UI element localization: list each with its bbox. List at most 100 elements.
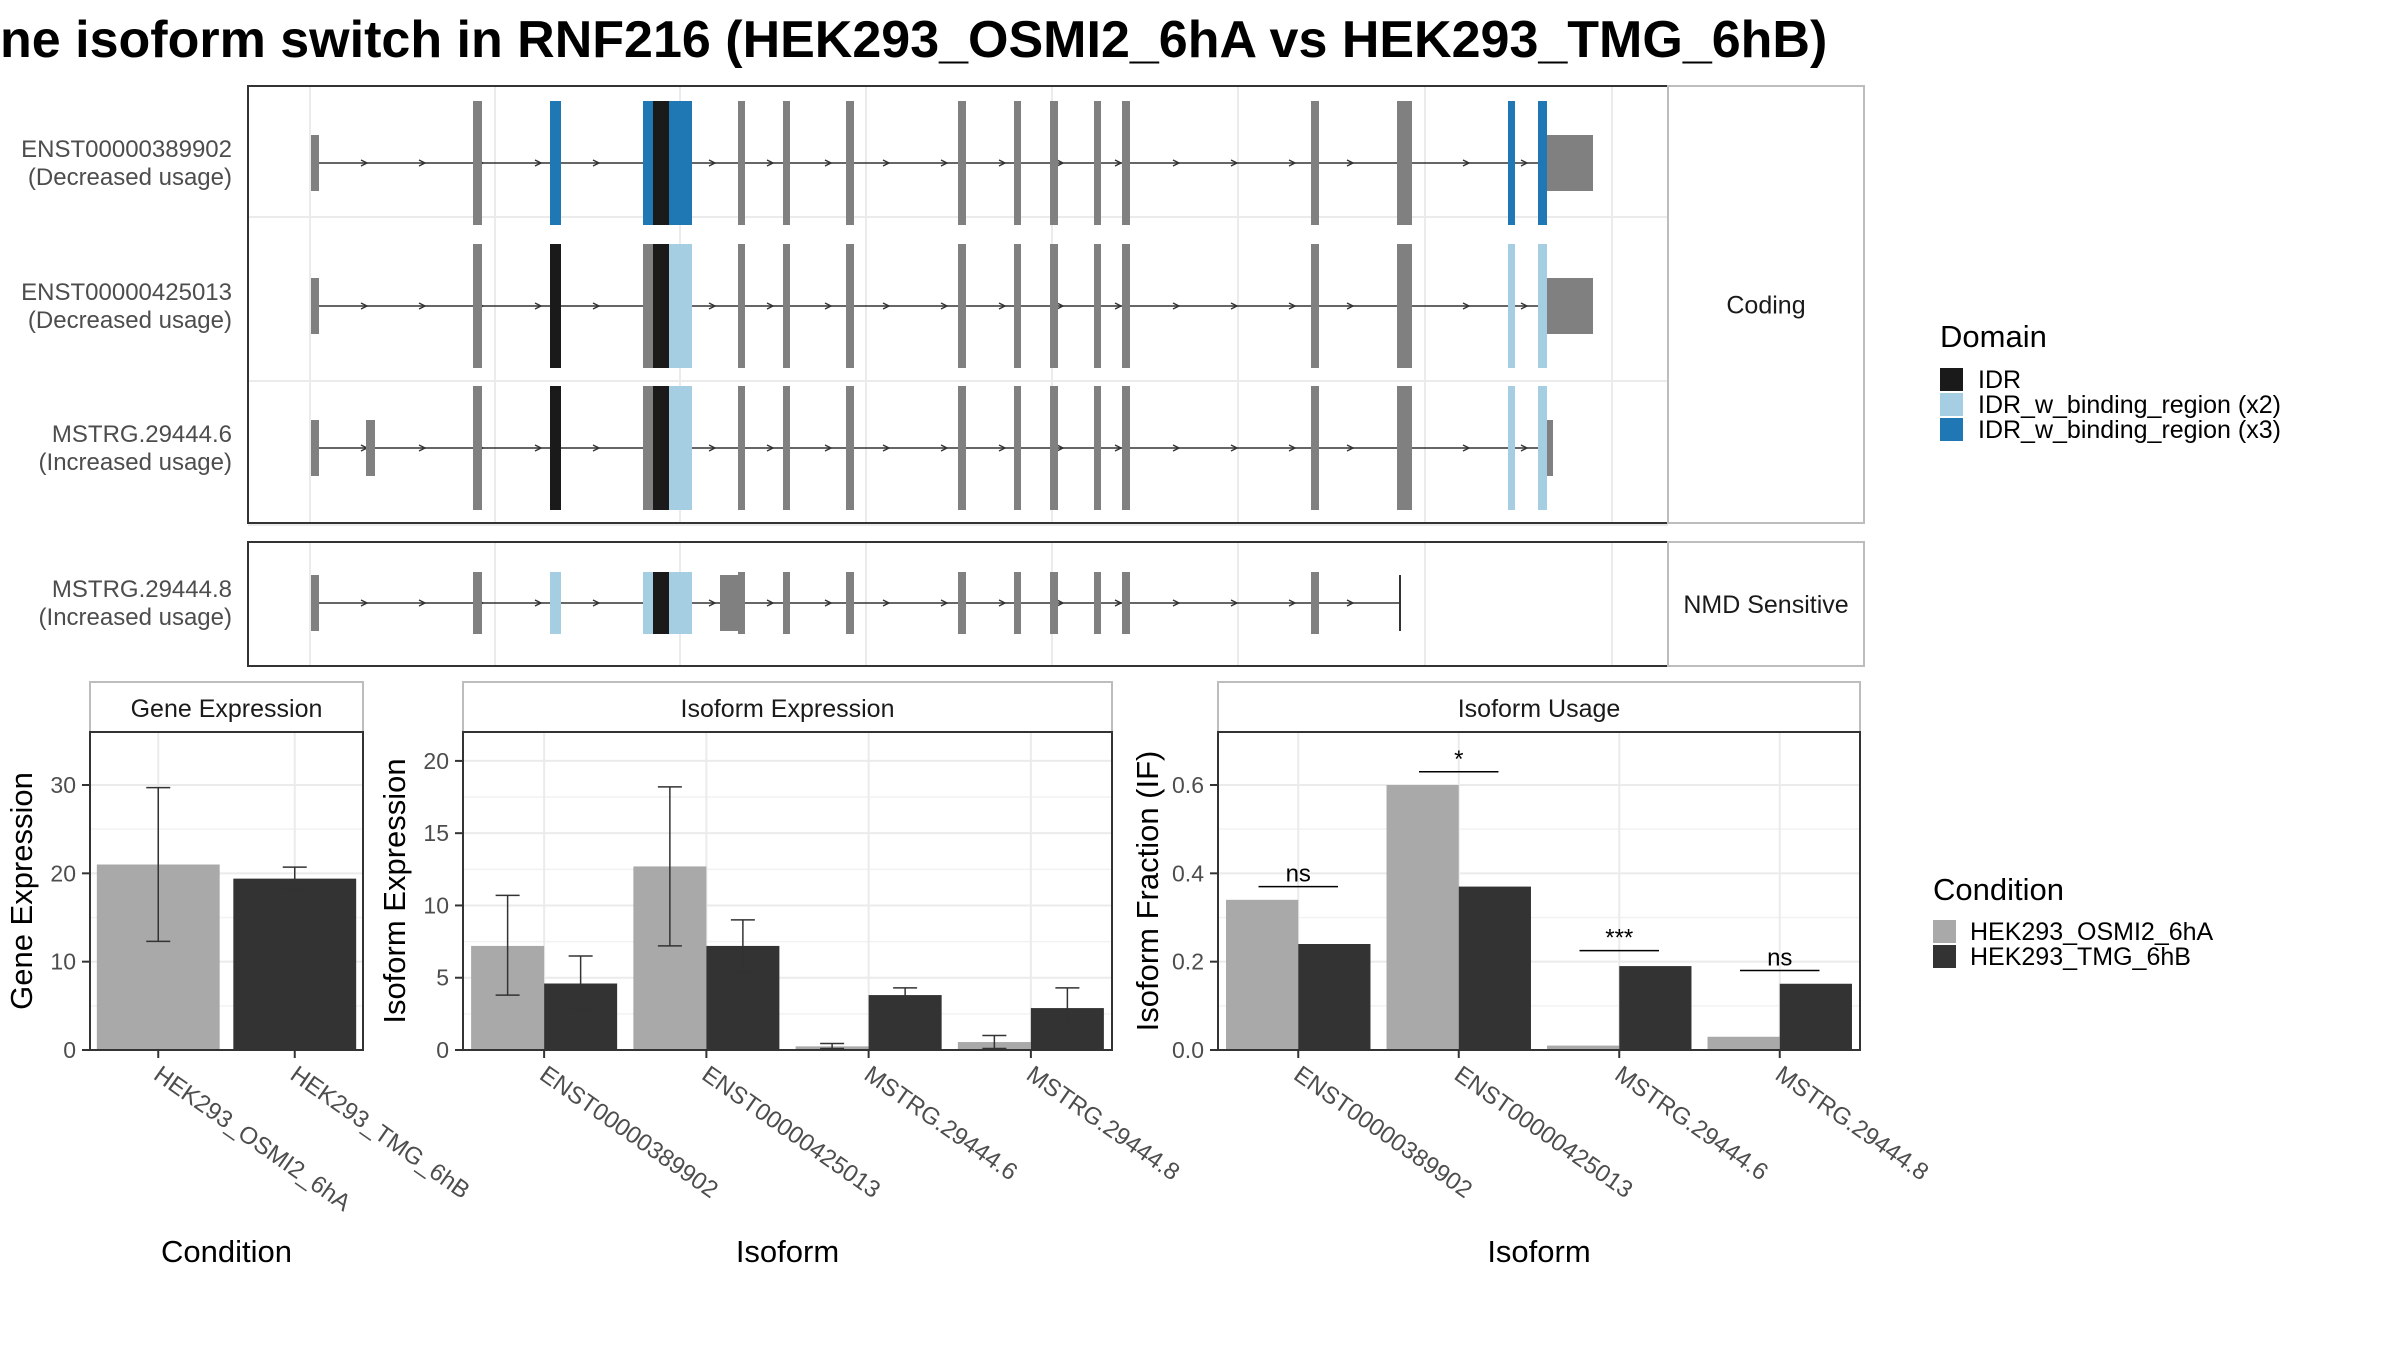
exon <box>783 244 790 368</box>
y-tick-label: 0.4 <box>1172 860 1204 886</box>
transcript-structure-panel: ENST00000389902(Decreased usage)ENST0000… <box>21 85 1865 667</box>
direction-arrow <box>534 302 543 310</box>
chart-title: Isoform Usage <box>1458 695 1621 723</box>
chart-strip <box>462 681 1113 733</box>
direction-arrow <box>1288 599 1297 607</box>
direction-arrow <box>1056 444 1065 452</box>
exon <box>720 575 742 631</box>
direction-arrow <box>1114 444 1123 452</box>
exon <box>958 101 966 225</box>
direction-arrow <box>766 444 775 452</box>
legend-key <box>1940 393 1963 416</box>
direction-arrow <box>1056 159 1065 167</box>
exon <box>311 135 319 191</box>
exon <box>311 420 319 476</box>
y-tick-label: 0 <box>63 1037 76 1063</box>
exon <box>846 572 854 634</box>
transcript-row: ENST00000389902(Decreased usage) <box>21 101 1593 225</box>
direction-arrow <box>1520 444 1529 452</box>
direction-arrow <box>766 302 775 310</box>
direction-arrow <box>1462 444 1471 452</box>
exon <box>1094 244 1101 368</box>
direction-arrow <box>882 444 891 452</box>
exon <box>669 244 692 368</box>
exon <box>1311 572 1319 634</box>
direction-arrow <box>592 444 601 452</box>
direction-arrow <box>1346 444 1355 452</box>
direction-arrow <box>998 599 1007 607</box>
exon <box>643 244 653 368</box>
x-tick-label: ENST00000425013 <box>697 1061 885 1204</box>
direction-arrow <box>1346 159 1355 167</box>
direction-arrow <box>708 444 717 452</box>
transcript-row: ENST00000425013(Decreased usage) <box>21 244 1593 368</box>
exon <box>311 575 319 631</box>
direction-arrow <box>1114 159 1123 167</box>
direction-arrow <box>534 444 543 452</box>
bar <box>1298 944 1371 1050</box>
figure-title: ne isoform switch in RNF216 (HEK293_OSMI… <box>0 11 1827 69</box>
exon <box>1050 572 1058 634</box>
legend-title: Condition <box>1933 872 2064 907</box>
direction-arrow <box>882 599 891 607</box>
direction-arrow <box>592 302 601 310</box>
direction-arrow <box>1230 159 1239 167</box>
exon <box>653 101 669 225</box>
direction-arrow <box>418 302 427 310</box>
y-tick-label: 10 <box>50 949 76 975</box>
exon <box>958 244 966 368</box>
exon <box>669 101 692 225</box>
direction-arrow <box>1172 302 1181 310</box>
exon <box>1014 101 1021 225</box>
direction-arrow <box>824 302 833 310</box>
direction-arrow <box>1462 159 1471 167</box>
exon <box>1014 386 1021 510</box>
exon <box>738 244 745 368</box>
transcript-id-label: ENST00000389902 <box>21 136 232 163</box>
exon <box>1050 386 1058 510</box>
utr-3prime <box>1547 278 1593 334</box>
exon <box>1311 386 1319 510</box>
exon <box>653 572 669 634</box>
transcript-usage-label: (Increased usage) <box>39 449 232 476</box>
direction-arrow <box>1288 302 1297 310</box>
exon <box>783 572 790 634</box>
bar <box>1458 886 1531 1050</box>
exon <box>643 101 653 225</box>
exon <box>1014 572 1021 634</box>
significance-label: ns <box>1286 861 1311 888</box>
significance-label: * <box>1454 746 1463 773</box>
y-tick-label: 0.0 <box>1172 1037 1204 1063</box>
direction-arrow <box>998 444 1007 452</box>
transcript-row: MSTRG.29444.8(Increased usage) <box>39 572 1401 634</box>
bar <box>1386 785 1459 1050</box>
exon <box>643 386 653 510</box>
bar <box>1707 1036 1780 1050</box>
direction-arrow <box>1172 159 1181 167</box>
direction-arrow <box>1288 444 1297 452</box>
exon <box>738 386 745 510</box>
significance-label: ns <box>1767 945 1792 972</box>
isoform-usage-chart: Isoform Usage0.00.20.40.6nsENST000003899… <box>1130 681 1933 1269</box>
y-tick-label: 20 <box>50 860 76 886</box>
plot-border <box>89 731 364 1051</box>
isoform-expression-chart: Isoform Expression 0 5 10 15 20 ENST0000038990… <box>377 681 1184 1269</box>
direction-arrow <box>1520 159 1529 167</box>
exon <box>1397 101 1412 225</box>
chart-strip <box>89 681 364 733</box>
direction-arrow <box>360 599 369 607</box>
transcript-id-label: ENST00000425013 <box>21 279 232 306</box>
exon <box>653 386 669 510</box>
direction-arrow <box>824 159 833 167</box>
facet-strip-label: Coding <box>1726 292 1805 320</box>
exon <box>669 572 692 634</box>
exon <box>846 244 854 368</box>
direction-arrow <box>1172 599 1181 607</box>
exon <box>738 101 745 225</box>
exon <box>1050 101 1058 225</box>
direction-arrow <box>360 302 369 310</box>
y-tick-label: 0.6 <box>1172 772 1204 798</box>
